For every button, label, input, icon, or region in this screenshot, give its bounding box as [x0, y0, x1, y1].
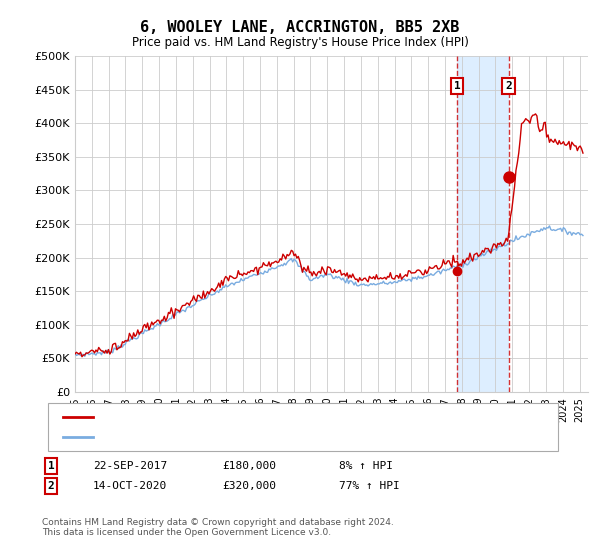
Text: 22-SEP-2017: 22-SEP-2017 [93, 461, 167, 471]
Text: Contains HM Land Registry data © Crown copyright and database right 2024.
This d: Contains HM Land Registry data © Crown c… [42, 518, 394, 538]
Text: 6, WOOLEY LANE, ACCRINGTON, BB5 2XB: 6, WOOLEY LANE, ACCRINGTON, BB5 2XB [140, 20, 460, 35]
Text: 14-OCT-2020: 14-OCT-2020 [93, 481, 167, 491]
Text: 2: 2 [47, 481, 55, 491]
Text: 6, WOOLEY LANE, ACCRINGTON, BB5 2XB (detached house): 6, WOOLEY LANE, ACCRINGTON, BB5 2XB (det… [99, 412, 433, 422]
Text: 77% ↑ HPI: 77% ↑ HPI [339, 481, 400, 491]
Text: HPI: Average price, detached house, Hyndburn: HPI: Average price, detached house, Hynd… [99, 432, 360, 442]
Bar [457, 56, 509, 392]
Text: 8% ↑ HPI: 8% ↑ HPI [339, 461, 393, 471]
Text: 2: 2 [505, 81, 512, 91]
Text: 1: 1 [47, 461, 55, 471]
Text: £180,000: £180,000 [222, 461, 276, 471]
Text: £320,000: £320,000 [222, 481, 276, 491]
Text: Price paid vs. HM Land Registry's House Price Index (HPI): Price paid vs. HM Land Registry's House … [131, 36, 469, 49]
Text: 1: 1 [454, 81, 461, 91]
